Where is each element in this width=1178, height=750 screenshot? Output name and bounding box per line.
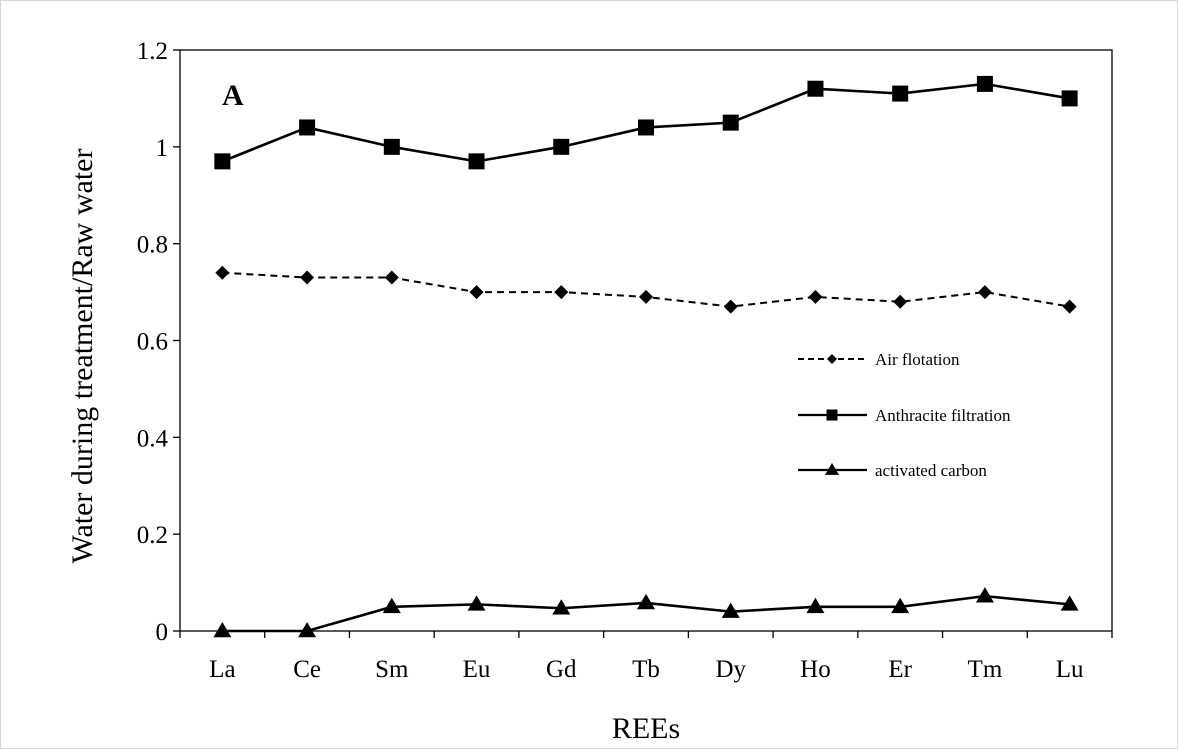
data-point — [638, 119, 654, 136]
data-point — [722, 114, 739, 131]
y-tick-label: 0.6 — [137, 329, 168, 356]
data-point — [806, 597, 825, 614]
legend: Air flotation Anthracite filtration activa… — [798, 350, 1011, 480]
data-point — [807, 80, 824, 97]
y-tick-label: 0.4 — [137, 425, 169, 452]
data-point — [639, 289, 653, 304]
data-point — [893, 294, 908, 309]
data-point — [552, 599, 571, 615]
data-point — [723, 299, 738, 314]
data-point — [808, 289, 823, 304]
data-point — [215, 265, 230, 280]
data-point — [468, 153, 485, 170]
data-point — [467, 595, 486, 611]
data-point — [214, 153, 231, 170]
y-axis-title: Water during treatment/Raw water — [66, 149, 99, 564]
y-tick-label: 0.8 — [137, 232, 168, 259]
data-point — [384, 270, 399, 285]
x-tick-label: Ce — [293, 656, 321, 683]
data-point — [975, 587, 994, 603]
x-tick-label: La — [209, 656, 235, 683]
x-axis: La Ce Sm Eu Gd Tb Dy Ho Er Tm Lu — [179, 631, 1113, 683]
legend-marker — [825, 463, 839, 475]
data-point — [721, 602, 740, 618]
plot-area-frame — [179, 49, 1113, 632]
y-tick-label: 0 — [156, 619, 169, 646]
data-point — [1062, 299, 1077, 314]
data-point — [1060, 595, 1079, 611]
legend-entry-label: Anthracite filtration — [875, 406, 1011, 425]
data-point — [553, 138, 570, 155]
data-point — [1061, 90, 1078, 107]
series-diamond — [215, 265, 1077, 314]
data-point — [891, 597, 910, 614]
data-point — [299, 119, 316, 136]
x-axis-title: REEs — [612, 712, 680, 745]
x-tick-label: Dy — [715, 656, 746, 683]
x-tick-label: Er — [888, 656, 912, 683]
x-tick-label: Sm — [375, 656, 409, 683]
y-axis: 0 0.2 0.4 0.6 0.8 1 1.2 — [137, 38, 180, 646]
series-square — [214, 75, 1078, 170]
data-point — [382, 597, 401, 614]
legend-entry-label: Air flotation — [875, 350, 960, 369]
data-point — [977, 285, 992, 300]
data-point — [298, 622, 317, 638]
data-point — [300, 270, 315, 285]
x-tick-label: Gd — [546, 656, 577, 683]
x-tick-label: Tb — [632, 656, 660, 683]
series-layer — [213, 75, 1079, 638]
data-point — [383, 138, 400, 155]
data-point — [213, 622, 232, 638]
panel-label: A — [222, 79, 244, 112]
series-triangle — [213, 587, 1079, 638]
legend-marker — [826, 409, 838, 421]
data-point — [892, 85, 909, 102]
x-tick-label: Tm — [968, 656, 1003, 683]
legend-entry-label: activated carbon — [875, 461, 987, 480]
data-point — [637, 593, 655, 610]
legend-marker — [827, 354, 837, 364]
y-tick-label: 0.2 — [137, 522, 168, 549]
x-tick-label: Lu — [1056, 656, 1084, 683]
y-tick-label: 1 — [156, 135, 169, 162]
data-point — [976, 75, 993, 92]
x-tick-label: Eu — [463, 656, 491, 683]
y-tick-label: 1.2 — [137, 38, 168, 65]
x-tick-label: Ho — [800, 656, 831, 683]
data-point — [554, 285, 569, 300]
data-point — [469, 285, 484, 300]
